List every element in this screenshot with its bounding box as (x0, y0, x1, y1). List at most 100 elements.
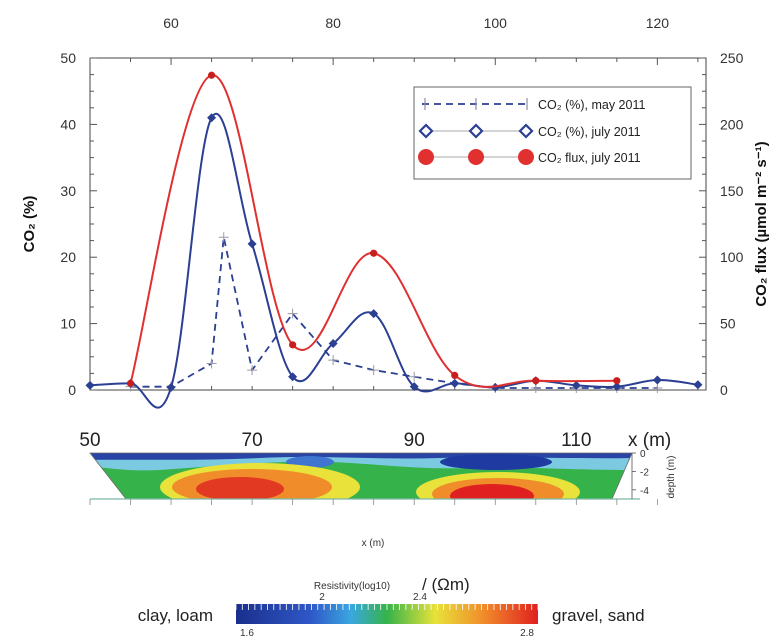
colorbar: Resistivity(log10) / (Ωm) 1.6 2 2.4 2.8 cla… (138, 575, 645, 639)
point-may-2011 (328, 355, 339, 366)
legend-swatch-diamond (468, 123, 484, 139)
point-july-2011 (288, 372, 298, 382)
left-tick-label: 0 (68, 382, 76, 398)
point-may-2011 (206, 358, 217, 369)
point-july-2011 (166, 382, 176, 392)
left-tick-label: 40 (60, 116, 76, 132)
section-anomaly-left-core (196, 477, 284, 499)
legend-box (413, 86, 692, 180)
left-tick-label: 20 (60, 249, 76, 265)
left-tick-label: 50 (60, 50, 76, 66)
bottom-x-axis-title: x (m) (628, 430, 671, 451)
left-tick-label: 30 (60, 183, 76, 199)
section-low-resistivity-zone (440, 454, 552, 470)
point-may-2011 (218, 232, 229, 243)
top-tick-label: 100 (484, 15, 508, 31)
y-axis-title-right: CO₂ flux (µmol m⁻² s⁻¹) (753, 141, 770, 306)
point-may-2011 (409, 371, 420, 382)
bottom-tick-label: 110 (561, 430, 591, 451)
bottom-tick-label: 90 (404, 430, 425, 451)
depth-tick-label: 0 (640, 449, 646, 460)
legend-label: CO₂ (%), may 2011 (538, 98, 645, 112)
point-july-2011 (207, 113, 217, 123)
colorbar-unit: / (Ωm) (422, 575, 470, 594)
colorbar-right-label: gravel, sand (552, 606, 645, 625)
colorbar-tick-label: 2 (319, 592, 325, 603)
point-may-2011 (652, 383, 663, 394)
legend-swatch-dot (468, 149, 484, 165)
legend-entry: CO₂ flux, july 2011 (418, 149, 641, 165)
legend: CO₂ (%), may 2011 CO₂ (%), july 2011 CO₂ f… (413, 86, 692, 180)
series-line-co2-flux (129, 74, 617, 388)
legend-swatch-dot (518, 149, 534, 165)
point-may-2011 (247, 365, 258, 376)
point-co2-flux (613, 377, 621, 385)
left-tick-label: 10 (60, 316, 76, 332)
point-july-2011 (85, 380, 95, 390)
colorbar-minor-ticks (235, 604, 539, 610)
right-tick-label: 100 (720, 249, 744, 265)
resistivity-section: 0 -2 -4 depth (m) x (m) (89, 449, 677, 549)
legend-label: CO₂ (%), july 2011 (538, 125, 641, 139)
point-july-2011 (652, 375, 662, 385)
right-axis-ticks: 0 50 100 150 200 250 (699, 50, 744, 398)
bottom-tick-label: 50 (79, 430, 100, 451)
point-co2-flux (289, 341, 297, 349)
series-3 (126, 71, 621, 388)
series-layer (85, 71, 703, 409)
right-tick-label: 200 (720, 116, 744, 132)
y-axis-title-left: CO₂ (%) (21, 196, 38, 253)
top-tick-label: 80 (325, 15, 341, 31)
section-top-band (90, 453, 632, 460)
right-tick-label: 0 (720, 382, 728, 398)
right-tick-label: 50 (720, 316, 736, 332)
depth-tick-label: -4 (640, 486, 649, 497)
colorbar-tick-label: 1.6 (240, 628, 254, 639)
legend-swatch-dot (418, 149, 434, 165)
bottom-x-axis: 50 70 90 110 (79, 430, 591, 451)
point-july-2011 (693, 380, 703, 390)
legend-entry: CO₂ (%), july 2011 (418, 123, 641, 139)
top-tick-label: 120 (646, 15, 670, 31)
series-line-may-2011 (130, 237, 658, 389)
right-tick-label: 250 (720, 50, 744, 66)
legend-swatch-diamond (418, 123, 434, 139)
colorbar-left-label: clay, loam (138, 606, 213, 625)
colorbar-tick-labels: 1.6 2 2.4 2.8 (240, 592, 534, 639)
point-july-2011 (328, 339, 338, 349)
point-co2-flux (126, 379, 135, 387)
point-co2-flux (451, 371, 459, 379)
point-july-2011 (450, 378, 460, 388)
point-july-2011 (247, 239, 257, 249)
colorbar-title: Resistivity(log10) (314, 581, 390, 592)
right-tick-label: 150 (720, 183, 744, 199)
colorbar-tick-label: 2.4 (413, 592, 427, 603)
legend-swatch-diamond (518, 123, 534, 139)
top-axis-ticks: 60 80 100 120 (89, 15, 699, 390)
section-anomaly-right-core (450, 484, 534, 499)
point-july-2011 (571, 380, 581, 390)
depth-axis-title: depth (m) (666, 456, 677, 499)
point-co2-flux (532, 377, 540, 385)
bottom-tick-label: 70 (242, 430, 263, 451)
point-july-2011 (369, 309, 379, 319)
point-july-2011 (612, 382, 622, 392)
section-x-axis-title: x (m) (362, 538, 385, 549)
legend-entry: CO₂ (%), may 2011 (422, 98, 645, 112)
point-co2-flux (370, 249, 378, 257)
series-1 (125, 232, 663, 394)
depth-axis-ticks: 0 -2 -4 (632, 449, 649, 497)
legend-swatch-plus (424, 98, 528, 110)
section-x-ticks (89, 499, 658, 505)
point-july-2011 (409, 382, 419, 392)
point-co2-flux (207, 71, 216, 79)
colorbar-tick-label: 2.8 (520, 628, 534, 639)
point-may-2011 (287, 308, 298, 319)
co2-chart: 0 10 20 30 40 50 0 50 100 150 200 250 60 80 100 120 C… (21, 15, 770, 409)
left-axis-ticks: 0 10 20 30 40 50 (60, 50, 97, 398)
legend-label: CO₂ flux, july 2011 (538, 151, 641, 165)
top-tick-label: 60 (163, 15, 179, 31)
point-may-2011 (368, 365, 379, 376)
depth-tick-label: -2 (640, 467, 649, 478)
